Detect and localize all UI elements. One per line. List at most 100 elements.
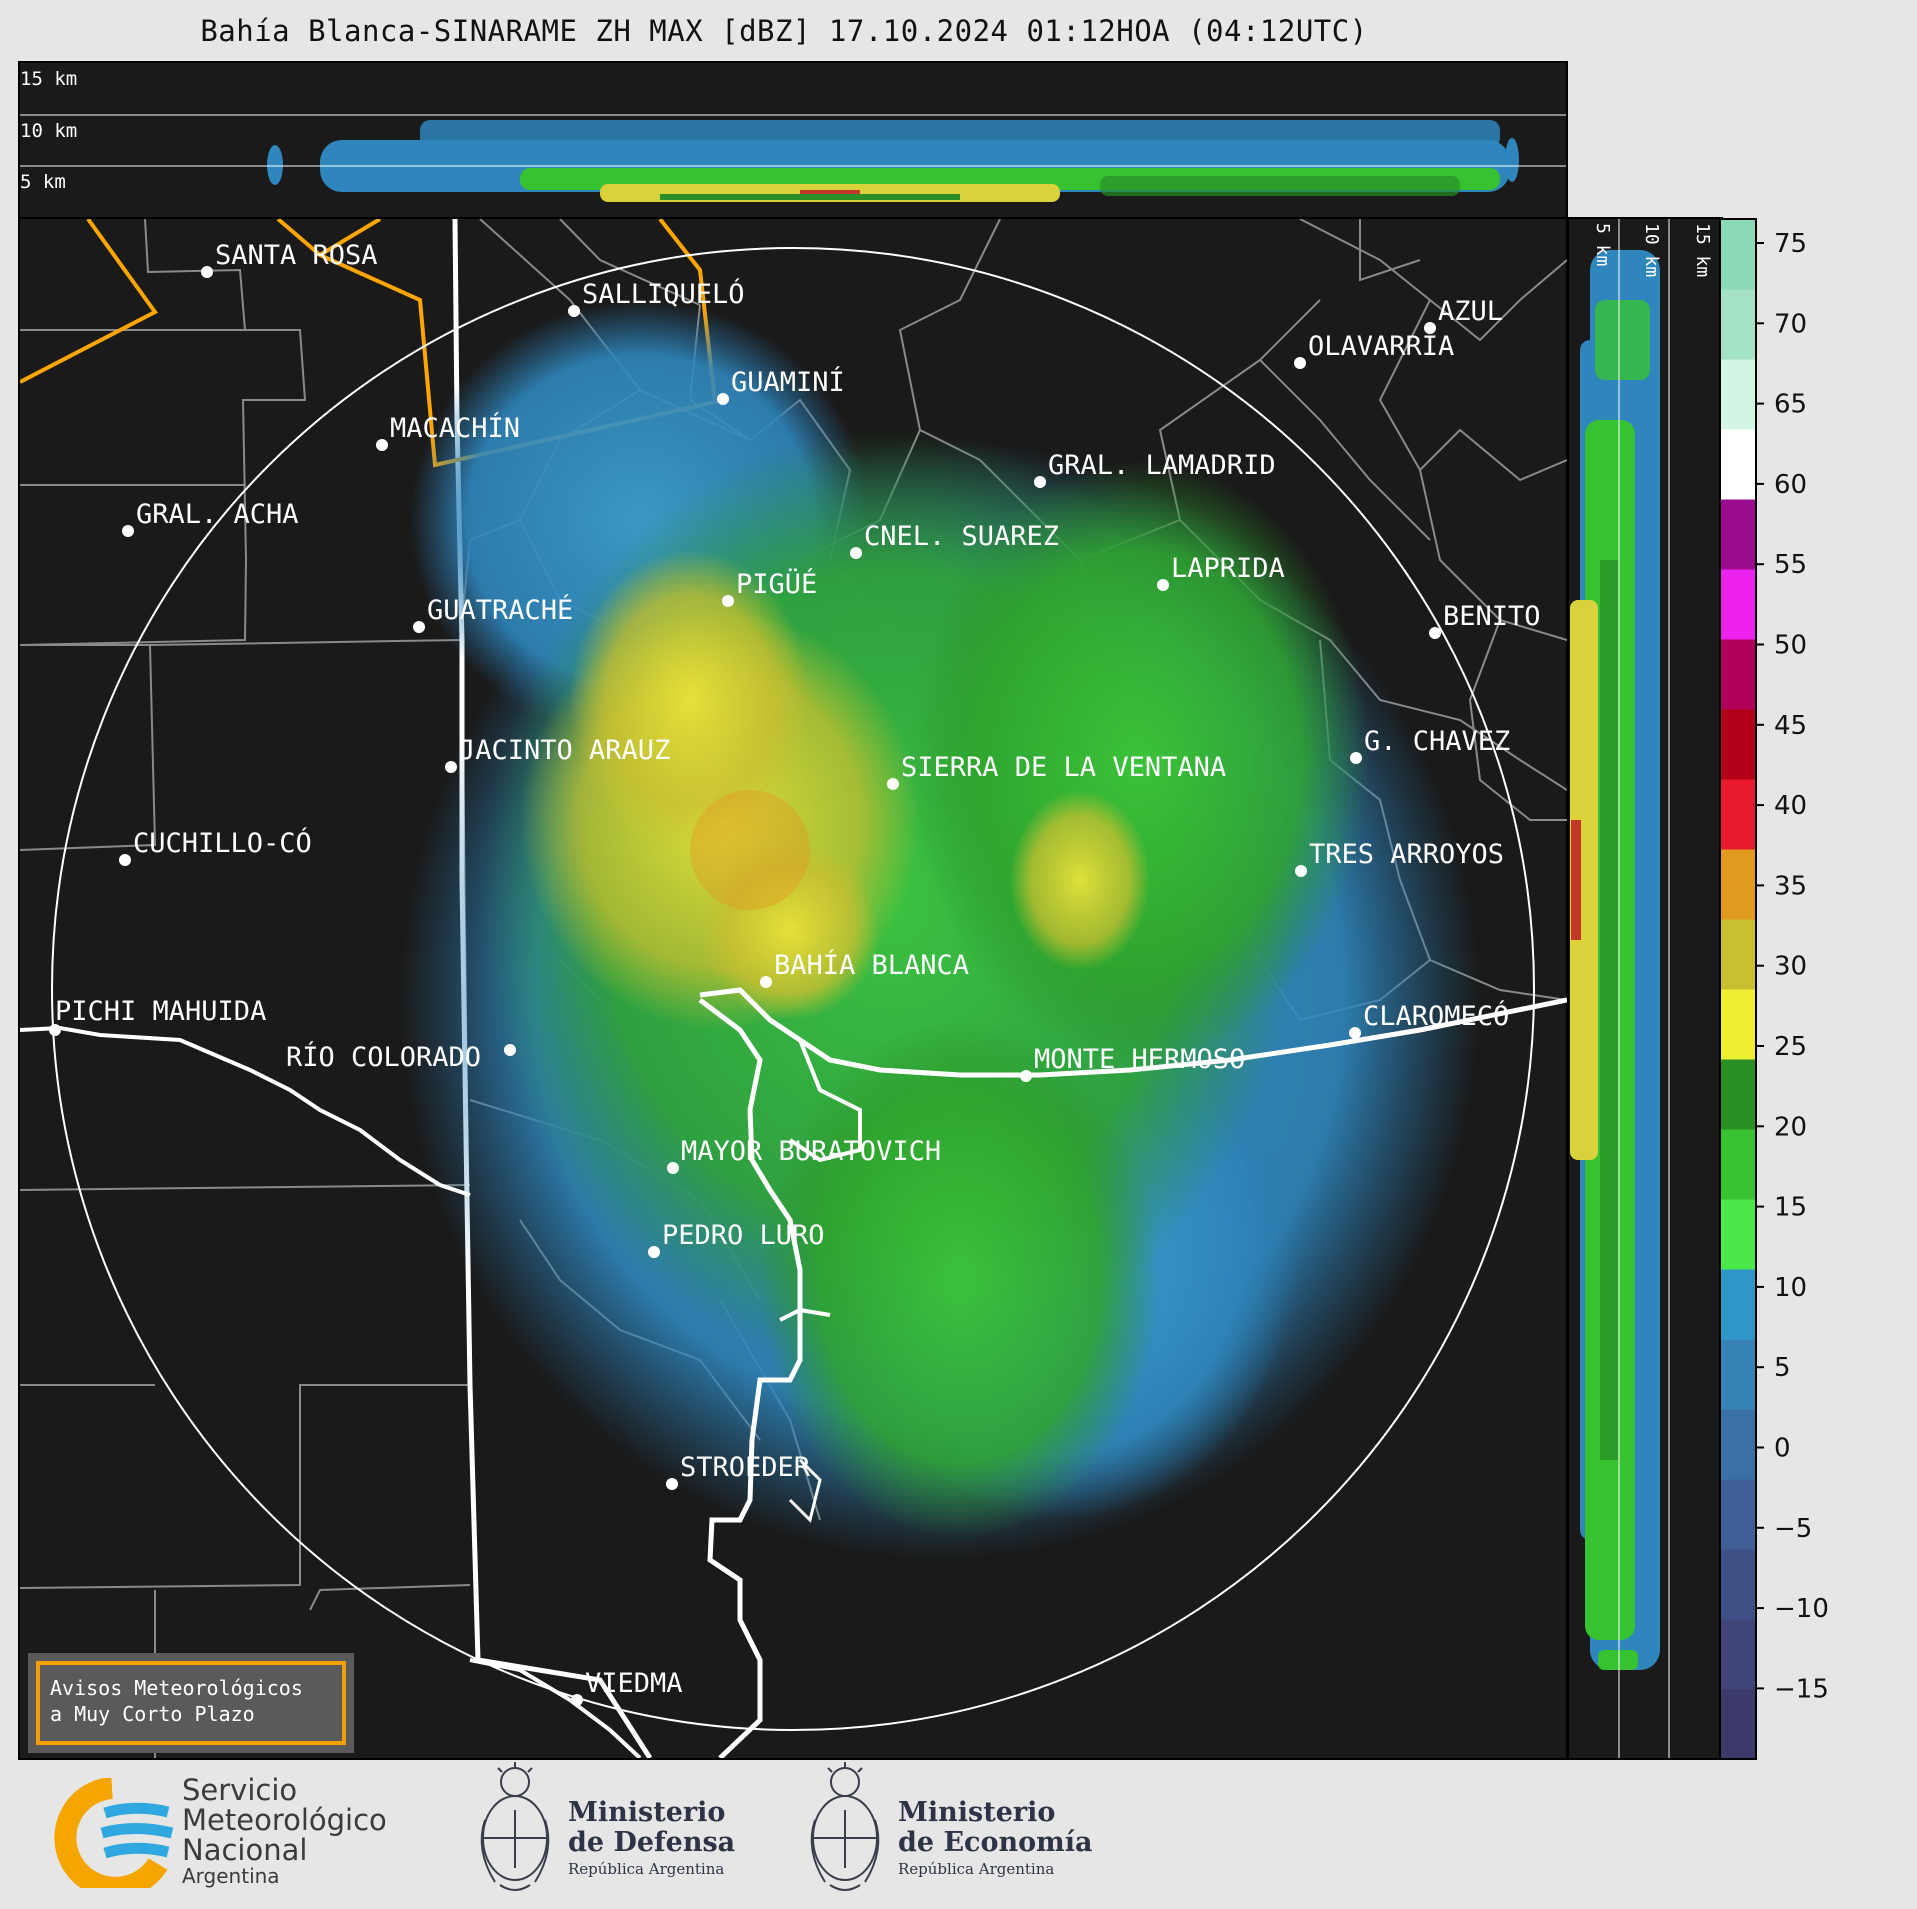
city-monte-hermoso: MONTE HERMOSO [1020,1044,1245,1082]
avisos-box[interactable]: Avisos Meteorológicos a Muy Corto Plazo [28,1653,354,1753]
city-marker-icon [648,1246,660,1258]
colorbar-tick-label: 20 [1774,1112,1807,1142]
city-cuchillo-co: CUCHILLO-CÓ [119,827,312,866]
colorbar-block [1720,1409,1756,1480]
city-label: MACACHÍN [390,412,520,444]
colorbar-tick-label: 40 [1774,791,1807,821]
colorbar-tick-label: 25 [1774,1032,1807,1062]
colorbar-block [1720,1689,1756,1760]
colorbar-tick-label: 10 [1774,1273,1807,1303]
city-marker-icon [1157,579,1169,591]
city-label: CUCHILLO-CÓ [133,827,312,859]
river-colorado [20,1025,471,1197]
city-marker-icon [119,854,131,866]
defensa-line2: de Defensa [568,1827,736,1858]
colorbar-tick-label: 50 [1774,631,1807,661]
colorbar-block [1720,639,1756,710]
city-label: RÍO COLORADO [286,1041,481,1073]
ministerio-defensa-text: Ministerio de Defensa República Argentin… [568,1797,736,1879]
city-gral-lamadrid: GRAL. LAMADRID [1034,450,1276,488]
ministerio-economia-text: Ministerio de Economía República Argenti… [898,1798,1092,1879]
colorbar-tick-label: 35 [1774,871,1807,901]
colorbar-block [1720,1339,1756,1410]
city-label: GUAMINÍ [731,366,845,398]
city-g-chavez: G. CHAVEZ [1350,726,1510,764]
city-marker-icon [1020,1070,1032,1082]
colorbar-block [1720,1479,1756,1550]
colorbar-block [1720,1059,1756,1130]
smn-logo-text: Servicio Meteorológico Nacional Argentin… [182,1775,442,1887]
city-marker-icon [1034,476,1046,488]
colorbar-block [1720,1129,1756,1200]
colorbar-block [1720,359,1756,430]
top-level-label-15km: 15 km [20,68,77,90]
side-level-label-5km: 5 km [1592,223,1613,266]
page-title: Bahía Blanca-SINARAME ZH MAX [dBZ] 17.10… [200,14,1368,48]
city-macachin: MACACHÍN [376,412,520,451]
city-marker-icon [1350,752,1362,764]
top-cross-section-panel: 15 km 10 km 5 km [18,61,1568,219]
coat-of-arms-icon-economia [810,1762,880,1891]
city-salliquelo: SALLIQUELÓ [568,278,745,317]
colorbar-block [1720,1549,1756,1620]
defensa-line1: Ministerio [568,1797,726,1828]
city-marker-icon [413,621,425,633]
colorbar-tick-label: 55 [1774,550,1807,580]
city-label: STROEDER [680,1452,811,1483]
colorbar-tick-label: 60 [1774,470,1807,500]
city-marker-icon [1294,357,1306,369]
city-label: MAYOR BURATOVICH [681,1136,941,1167]
city-marker-icon [504,1044,516,1056]
colorbar-tick-label: 30 [1774,952,1807,982]
city-marker-icon [122,525,134,537]
city-label: CLAROMECÓ [1363,1000,1509,1032]
side-cross-section-panel: 5 km 10 km 15 km [1567,217,1723,1760]
city-marker-icon [445,761,457,773]
colorbar-tick-label: 75 [1774,229,1807,259]
city-label: OLAVARRÍA [1308,330,1454,362]
city-marker-icon [667,1162,679,1174]
city-label: CNEL. SUAREZ [864,521,1059,552]
side-level-label-15km: 15 km [1692,223,1713,277]
city-tres-arroyos: TRES ARROYOS [1295,839,1504,877]
colorbar-block [1720,429,1756,500]
city-laprida: LAPRIDA [1157,553,1285,591]
city-label: GUATRACHÉ [427,594,573,626]
city-label: PIGÜÉ [736,568,817,600]
city-marker-icon [201,266,213,278]
city-olavarria: OLAVARRÍA [1294,330,1454,369]
colorbar-tick-label: −5 [1774,1514,1812,1544]
city-label: GRAL. LAMADRID [1048,450,1276,481]
city-marker-icon [1429,627,1441,639]
city-pichi-mahuida: PICHI MAHUIDA [49,996,266,1036]
colorbar-tick-label: 5 [1774,1353,1791,1383]
smn-line1: Servicio [182,1773,298,1807]
city-marker-icon [722,595,734,607]
city-label: MONTE HERMOSO [1034,1044,1245,1075]
smn-logo-icon [54,1778,174,1888]
economia-line3: República Argentina [898,1860,1055,1878]
city-label: SALLIQUELÓ [582,278,745,310]
city-marker-icon [666,1478,678,1490]
colorbar-block [1720,569,1756,640]
city-marker-icon [760,976,772,988]
colorbar-block [1720,1619,1756,1690]
city-marker-icon [49,1024,61,1036]
city-pigue: PIGÜÉ [722,568,817,607]
city-rio-colorado: RÍO COLORADO [286,1041,516,1073]
city-marker-icon [850,547,862,559]
city-jacinto-arauz: JACINTO ARAUZ [445,735,670,773]
radar-echoes [400,300,1480,1560]
city-marker-icon [1349,1027,1361,1039]
smn-line4: Argentina [182,1864,280,1888]
city-claromeco: CLAROMECÓ [1349,1000,1509,1039]
city-viedma: VIEDMA [571,1668,683,1706]
city-santa-rosa: SANTA ROSA [201,240,378,278]
city-label: AZUL [1438,296,1503,327]
city-label: TRES ARROYOS [1309,839,1504,870]
colorbar-block [1720,849,1756,920]
city-guatrache: GUATRACHÉ [413,594,573,633]
city-label: LAPRIDA [1171,553,1285,584]
